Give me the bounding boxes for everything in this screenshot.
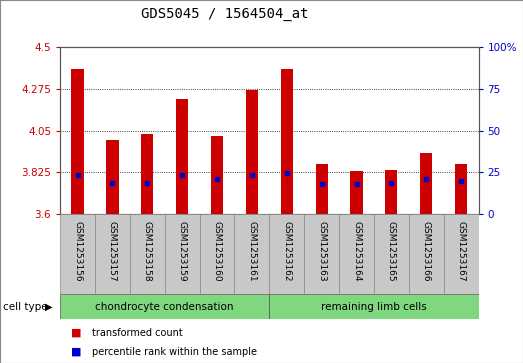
Text: GSM1253166: GSM1253166 (422, 221, 431, 281)
Bar (211, 136, 223, 214)
Text: ▶: ▶ (45, 302, 52, 312)
Bar (246, 90, 258, 214)
Bar (350, 171, 362, 214)
Bar (234, 214, 269, 294)
Text: GSM1253156: GSM1253156 (73, 221, 82, 281)
Text: GSM1253160: GSM1253160 (212, 221, 222, 281)
Bar (269, 214, 304, 294)
Bar (420, 153, 433, 214)
Bar (165, 214, 200, 294)
Bar (374, 214, 409, 294)
Text: remaining limb cells: remaining limb cells (321, 302, 427, 312)
Bar (409, 214, 444, 294)
Bar (385, 170, 397, 214)
Text: GSM1253162: GSM1253162 (282, 221, 291, 281)
Text: GSM1253164: GSM1253164 (352, 221, 361, 281)
Bar (95, 214, 130, 294)
Bar (130, 214, 165, 294)
Text: GSM1253157: GSM1253157 (108, 221, 117, 281)
Bar (60, 214, 95, 294)
Text: GSM1253167: GSM1253167 (457, 221, 465, 281)
Text: GDS5045 / 1564504_at: GDS5045 / 1564504_at (141, 7, 309, 21)
Text: chondrocyte condensation: chondrocyte condensation (96, 302, 234, 312)
Bar (72, 69, 84, 214)
Text: GSM1253158: GSM1253158 (143, 221, 152, 281)
Text: GSM1253163: GSM1253163 (317, 221, 326, 281)
Text: ■: ■ (71, 347, 81, 357)
Bar (339, 214, 374, 294)
Bar (444, 214, 479, 294)
Bar (315, 164, 328, 214)
Bar (304, 214, 339, 294)
Text: GSM1253165: GSM1253165 (387, 221, 396, 281)
Text: GSM1253161: GSM1253161 (247, 221, 256, 281)
Text: cell type: cell type (3, 302, 47, 312)
Text: ■: ■ (71, 327, 81, 338)
Bar (106, 140, 119, 214)
Text: percentile rank within the sample: percentile rank within the sample (92, 347, 256, 357)
Text: transformed count: transformed count (92, 327, 183, 338)
Bar (141, 134, 153, 214)
Bar (200, 214, 234, 294)
Bar (269, 294, 479, 319)
Bar (455, 164, 467, 214)
Bar (60, 294, 269, 319)
Text: GSM1253159: GSM1253159 (178, 221, 187, 281)
Bar (281, 69, 293, 214)
Bar (176, 99, 188, 214)
